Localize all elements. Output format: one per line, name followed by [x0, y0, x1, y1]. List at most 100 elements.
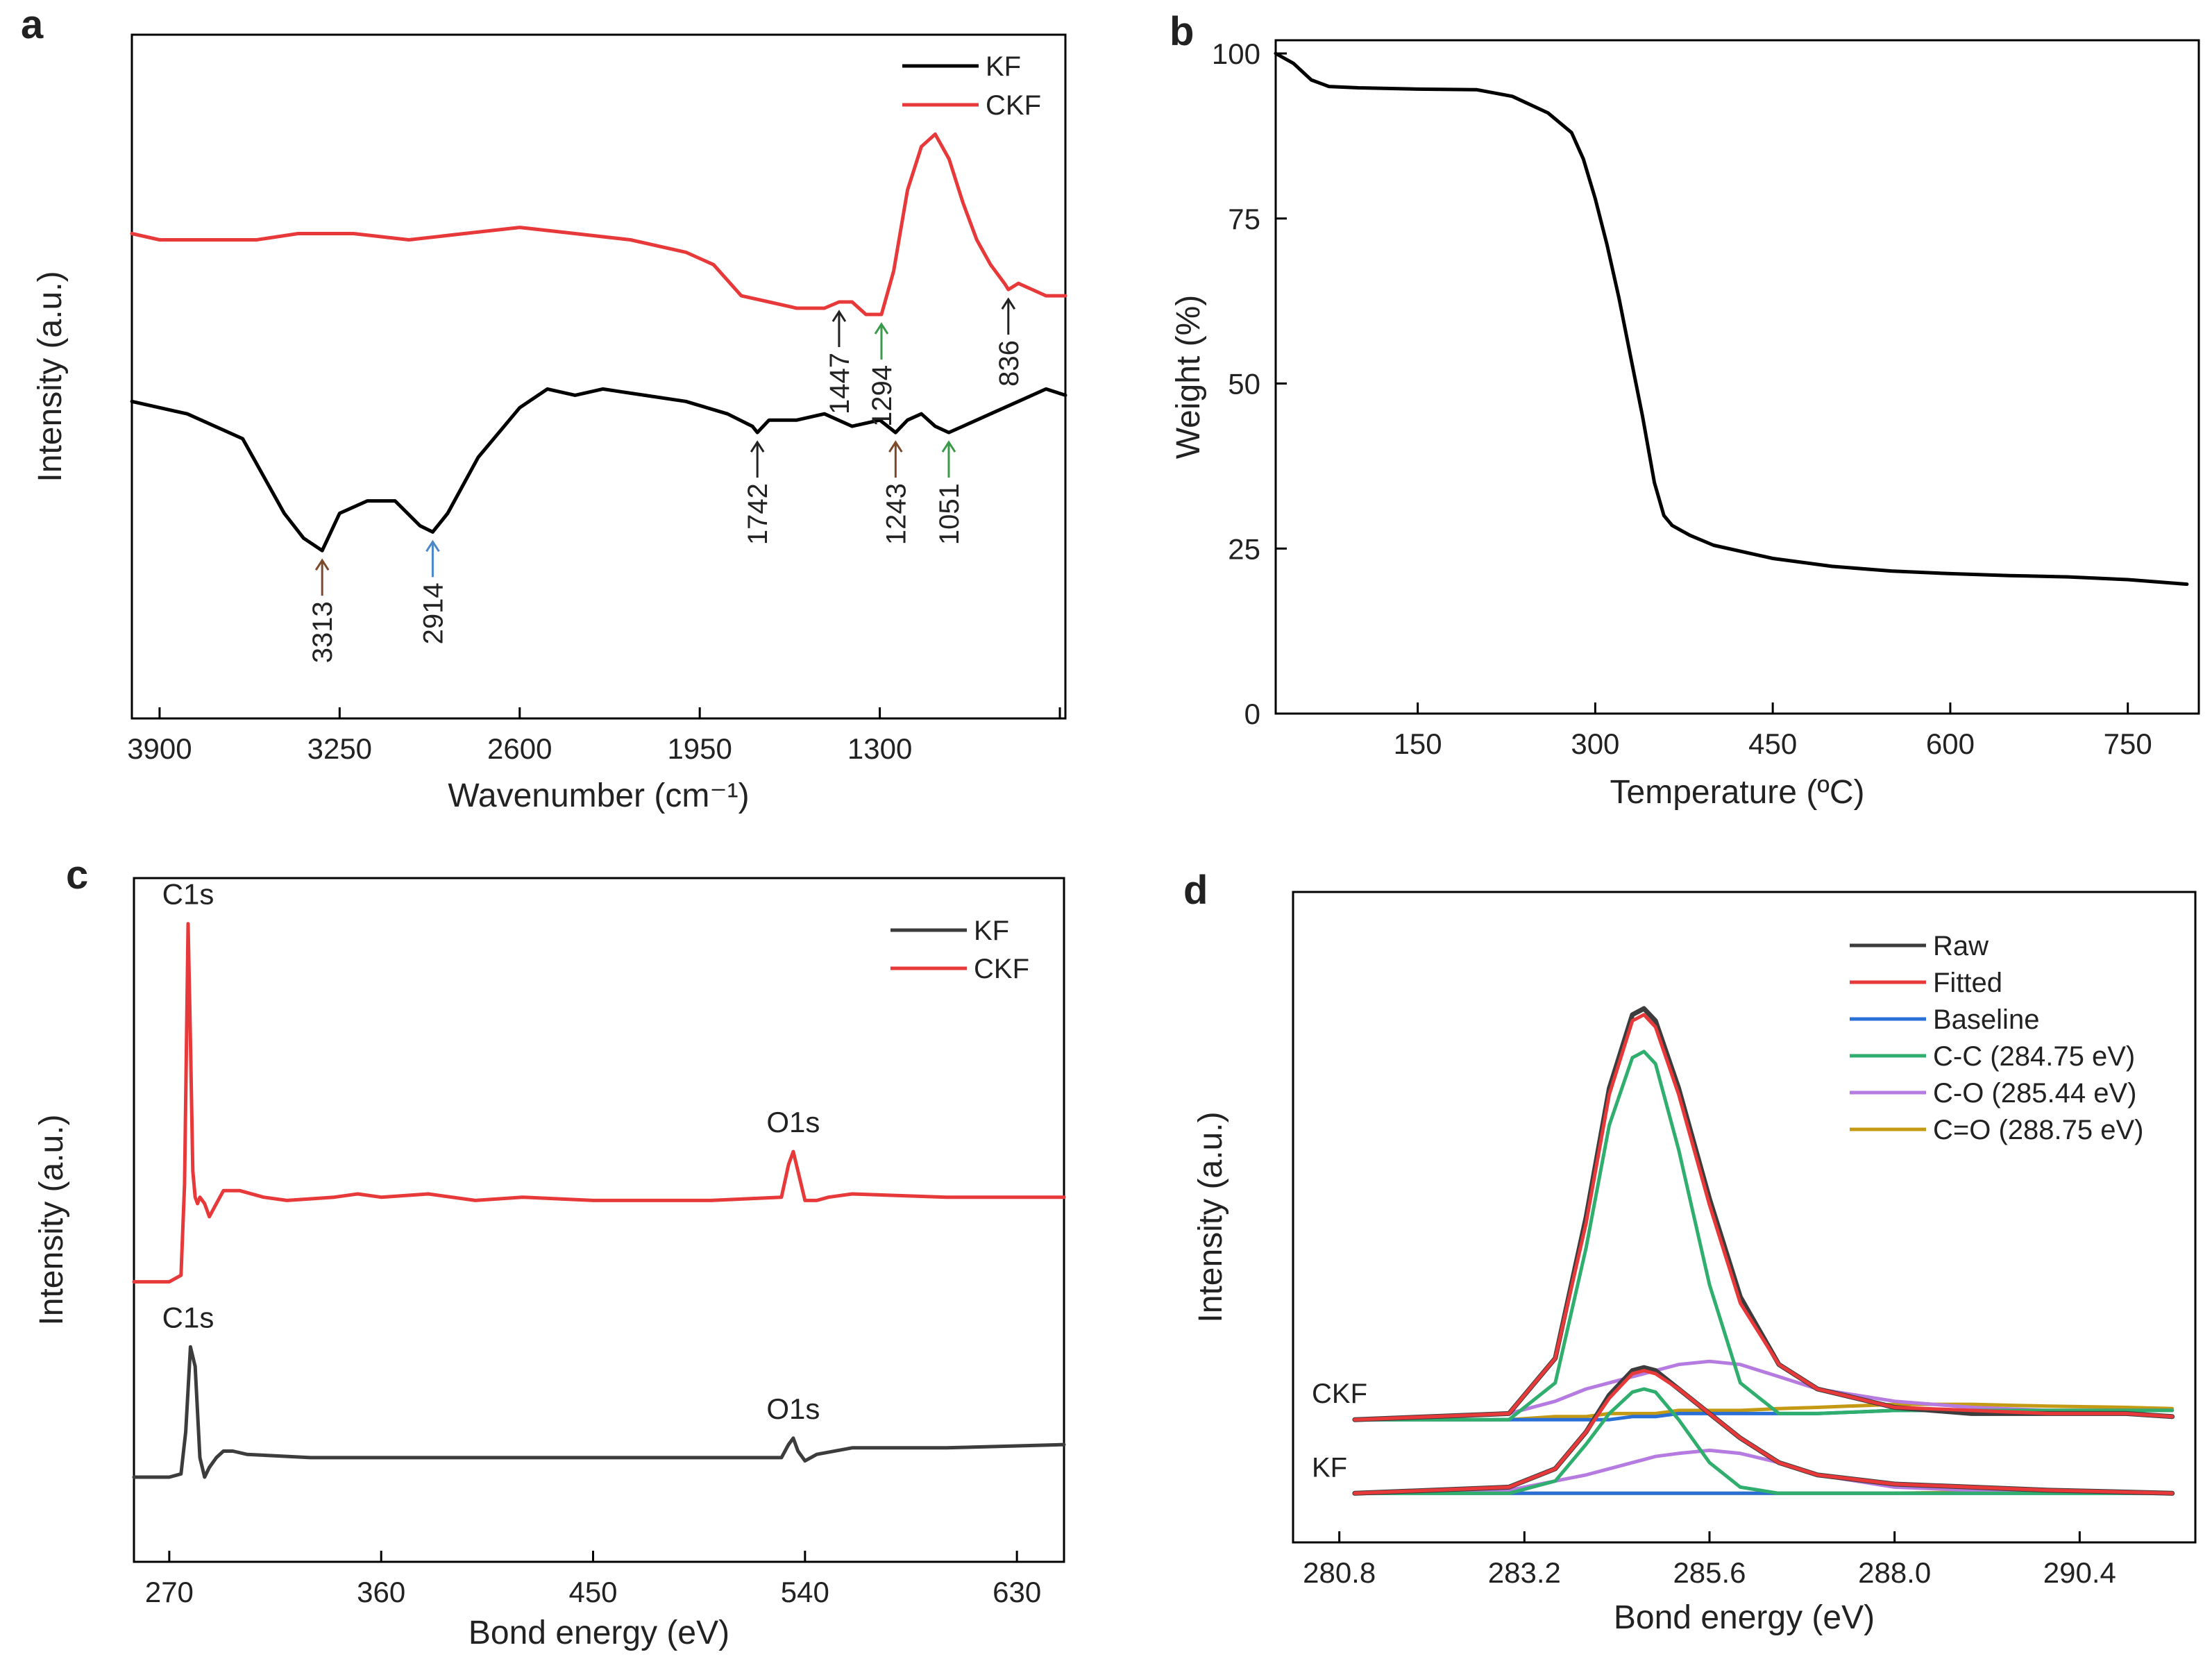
- series-line-ckf: [132, 922, 1066, 1284]
- legend-label: KF: [974, 916, 1009, 946]
- annotation-arrow-head: [1001, 297, 1016, 310]
- fit-line: [1353, 1448, 2175, 1495]
- peak-label: O1s: [766, 1106, 820, 1138]
- panel-a: a 3900 3250 2600 1950 1300 Wavenumber (cm⁻¹) In…: [21, 2, 1067, 814]
- annotation-label: 1243: [881, 483, 911, 545]
- c-x-tick-label: 450: [568, 1576, 617, 1608]
- x-axis-title: Wavenumber (cm⁻¹): [448, 777, 749, 814]
- annotation-arrow-head: [888, 440, 903, 453]
- sample-kf: KF: [1312, 1365, 2175, 1496]
- b-y-tick-label: 75: [1228, 203, 1260, 235]
- annotation-arrow-head: [874, 322, 889, 335]
- plot-frame: [133, 877, 1065, 1563]
- panel-b: b 150 300 450 600 750 0 25 50 75 100 Temperature (º…: [1170, 9, 2200, 811]
- peak-annotation: 1447: [825, 310, 855, 414]
- panel-c: c 270 360 450 540 630 Bond energy (eV) Intensit…: [33, 852, 1066, 1651]
- b-y-tick-label: 25: [1228, 532, 1260, 565]
- sample-label: CKF: [1312, 1379, 1367, 1409]
- series-line-tga: [1274, 51, 2189, 587]
- annotation-arrow-head: [750, 440, 765, 453]
- annotation-arrow-head: [941, 440, 956, 453]
- d-x-tick-label: 288.0: [1858, 1556, 1931, 1589]
- y-axis-title: Weight (%): [1170, 295, 1207, 460]
- peak-label: C1s: [162, 1301, 214, 1333]
- annotation-label: 836: [994, 340, 1024, 387]
- peak-label: O1s: [766, 1392, 820, 1425]
- legend-label: Fitted: [1933, 968, 2002, 998]
- b-x-tick-label: 450: [1748, 727, 1797, 760]
- c-x-tick-label: 360: [357, 1576, 405, 1608]
- series-line-kf: [130, 387, 1067, 553]
- fit-line: [1353, 1402, 2175, 1422]
- b-y-tick-label: 100: [1212, 37, 1260, 70]
- c-x-tick-label: 630: [993, 1576, 1041, 1608]
- legend-label: C-O (285.44 eV): [1933, 1078, 2136, 1109]
- panel-letter: d: [1183, 868, 1208, 913]
- fit-line: [1353, 1359, 2175, 1422]
- y-axis-title: Intensity (a.u.): [32, 271, 69, 482]
- sample-ckf: CKF: [1312, 1006, 2175, 1422]
- d-x-tick-label: 290.4: [2043, 1556, 2116, 1589]
- peak-annotation: 1294: [867, 322, 897, 427]
- panel-letter: b: [1170, 9, 1194, 54]
- b-x-tick-label: 600: [1926, 727, 1975, 760]
- d-x-tick-label: 285.6: [1673, 1556, 1746, 1589]
- legend-label: C-C (284.75 eV): [1933, 1041, 2135, 1072]
- b-y-tick-label: 0: [1244, 698, 1260, 730]
- fit-line: [1353, 1013, 2175, 1422]
- x-axis-title: Bond energy (eV): [468, 1615, 729, 1651]
- plot-frame: [1292, 891, 2197, 1544]
- d-x-tick-label: 280.8: [1303, 1556, 1376, 1589]
- a-x-tick-label: 3900: [127, 732, 192, 765]
- annotation-arrow-head: [425, 539, 440, 553]
- annotation-label: 1742: [743, 483, 773, 545]
- a-x-tick-label: 3250: [307, 732, 372, 765]
- x-axis-title: Temperature (ºC): [1610, 774, 1865, 811]
- legend-label: KF: [986, 51, 1021, 82]
- peak-annotation: 1742: [743, 440, 773, 545]
- a-x-tick-label: 2600: [487, 732, 552, 765]
- plot-frame: [1274, 39, 2200, 715]
- y-axis-title: Intensity (a.u.): [33, 1114, 70, 1325]
- c-x-tick-label: 270: [145, 1576, 194, 1608]
- annotation-label: 2914: [418, 582, 448, 644]
- peak-annotation: 1051: [934, 440, 965, 545]
- peak-annotation: 1243: [881, 440, 911, 545]
- series-line-ckf: [130, 132, 1067, 317]
- c-x-tick-label: 540: [781, 1576, 829, 1608]
- legend-label: Raw: [1933, 931, 1989, 961]
- x-axis-title: Bond energy (eV): [1614, 1599, 1875, 1636]
- d-x-tick-label: 283.2: [1488, 1556, 1561, 1589]
- annotation-label: 1447: [825, 353, 855, 414]
- y-axis-title: Intensity (a.u.): [1192, 1111, 1229, 1322]
- annotation-label: 3313: [307, 601, 338, 663]
- b-x-tick-label: 150: [1394, 727, 1442, 760]
- peak-annotation: 2914: [418, 539, 448, 644]
- fit-line: [1352, 1365, 2175, 1496]
- peak-annotation: 836: [994, 297, 1024, 387]
- panel-d: d 280.8 283.2 285.6 288.0 290.4 Bond energy (e…: [1183, 868, 2197, 1636]
- a-x-tick-label: 1300: [847, 732, 912, 765]
- b-x-tick-label: 750: [2104, 727, 2152, 760]
- peak-annotation: 3313: [307, 558, 338, 663]
- legend-label: C=O (288.75 eV): [1933, 1115, 2144, 1145]
- a-x-tick-label: 1950: [667, 732, 732, 765]
- legend-label: Baseline: [1933, 1004, 2039, 1035]
- annotation-label: 1051: [934, 483, 965, 545]
- panel-letter: c: [66, 852, 88, 898]
- annotation-arrow-head: [314, 558, 330, 571]
- fit-line: [1353, 1369, 2175, 1495]
- b-x-tick-label: 300: [1571, 727, 1619, 760]
- peak-label: C1s: [162, 878, 214, 911]
- annotation-arrow-head: [831, 310, 847, 322]
- plot-frame: [130, 33, 1067, 720]
- legend-label: CKF: [986, 90, 1041, 121]
- b-y-tick-label: 50: [1228, 368, 1260, 401]
- legend-label: CKF: [974, 954, 1029, 984]
- sample-label: KF: [1312, 1452, 1347, 1483]
- panel-letter: a: [21, 2, 44, 47]
- fit-line: [1353, 1387, 2175, 1495]
- annotation-label: 1294: [867, 365, 897, 427]
- series-line-kf: [132, 1345, 1066, 1479]
